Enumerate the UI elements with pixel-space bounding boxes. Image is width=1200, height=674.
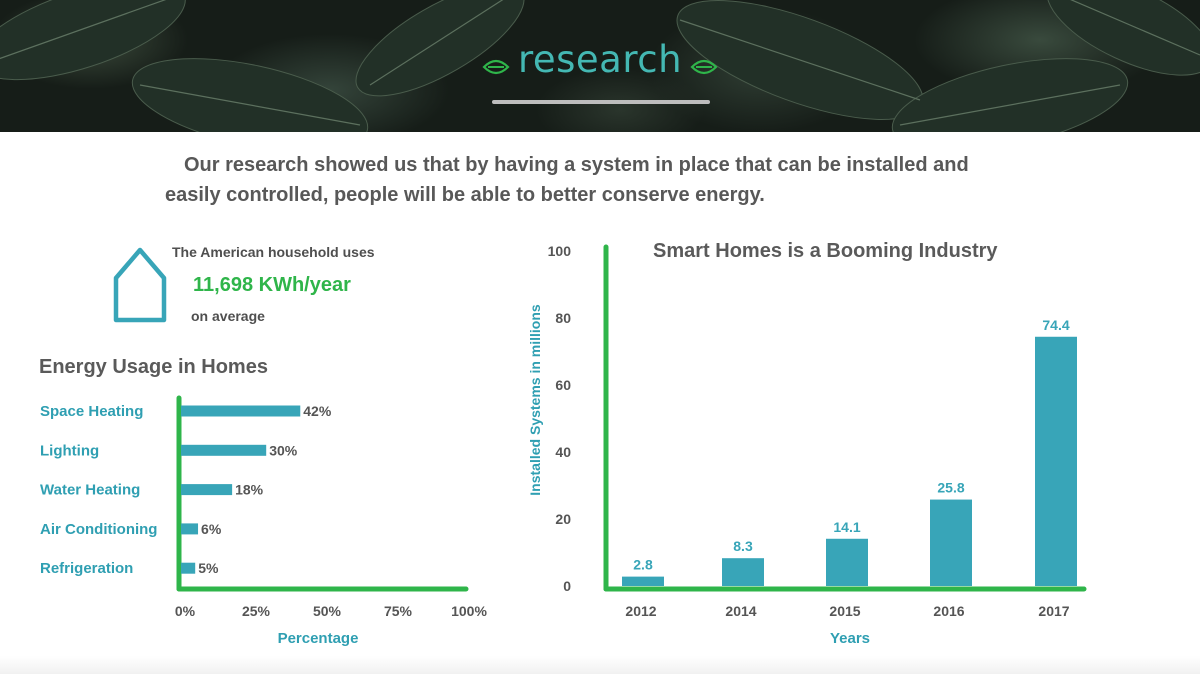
x-tick-label: 2017	[1038, 603, 1069, 619]
x-tick-label: 25%	[242, 603, 271, 619]
intro-paragraph: Our research showed us that by having a …	[165, 150, 1025, 210]
bar-value-label: 14.1	[833, 519, 860, 535]
y-tick-label: 40	[555, 444, 571, 460]
category-label: Space Heating	[40, 403, 143, 420]
x-tick-label: 0%	[175, 603, 196, 619]
bar-value-label: 5%	[198, 560, 219, 576]
household-usage-note: on average	[191, 308, 265, 324]
section-heading-text: research	[517, 38, 683, 81]
bar-value-label: 6%	[201, 521, 222, 537]
bar	[181, 484, 233, 496]
household-usage-value: 11,698 KWh/year	[193, 274, 351, 296]
y-tick-label: 20	[555, 511, 571, 527]
intro-line-1: Our research showed us that by having a …	[184, 154, 969, 176]
intro-line-2: easily controlled, people will be able t…	[165, 184, 765, 206]
bar-value-label: 30%	[269, 442, 298, 458]
household-usage-label: The American household uses	[172, 244, 375, 260]
bar-value-label: 2.8	[633, 557, 653, 573]
page-bottom-edge	[0, 656, 1200, 674]
energy-chart-title: Energy Usage in Homes	[39, 356, 268, 378]
category-label: Air Conditioning	[40, 521, 157, 538]
hero-banner: research	[0, 0, 1200, 132]
bar	[181, 405, 301, 417]
bar-value-label: 74.4	[1042, 317, 1069, 333]
category-label: Lighting	[40, 442, 99, 459]
y-tick-label: 80	[555, 310, 571, 326]
category-label: Water Heating	[40, 482, 140, 499]
bar	[826, 538, 868, 586]
heading-underline	[492, 100, 710, 104]
y-tick-label: 100	[548, 243, 572, 259]
bar	[181, 444, 267, 456]
y-tick-label: 60	[555, 377, 571, 393]
x-tick-label: 2015	[829, 603, 860, 619]
bar	[930, 499, 972, 586]
bar	[1035, 336, 1077, 586]
x-tick-label: 75%	[384, 603, 413, 619]
bar	[181, 523, 199, 535]
x-axis-title: Years	[830, 630, 870, 647]
x-axis-title: Percentage	[278, 630, 359, 647]
x-tick-label: 100%	[451, 603, 487, 619]
x-tick-label: 50%	[313, 603, 342, 619]
y-tick-label: 0	[563, 578, 571, 594]
leaves-background	[0, 0, 1200, 132]
section-heading: research	[0, 38, 1200, 83]
house-icon	[113, 247, 167, 323]
bar-value-label: 8.3	[733, 538, 753, 554]
leaf-icon	[690, 42, 718, 85]
x-tick-label: 2016	[933, 603, 964, 619]
y-axis-title: Installed Systems in millions	[527, 304, 543, 496]
x-tick-label: 2012	[625, 603, 656, 619]
bar-value-label: 42%	[303, 403, 332, 419]
bar-value-label: 25.8	[937, 480, 964, 496]
smart-homes-chart-title: Smart Homes is a Booming Industry	[653, 240, 998, 262]
bar	[181, 562, 196, 574]
bar	[722, 558, 764, 586]
bar	[622, 576, 664, 586]
category-label: Refrigeration	[40, 560, 133, 577]
bar-value-label: 18%	[235, 482, 264, 498]
leaf-icon	[482, 42, 510, 85]
x-tick-label: 2014	[725, 603, 756, 619]
